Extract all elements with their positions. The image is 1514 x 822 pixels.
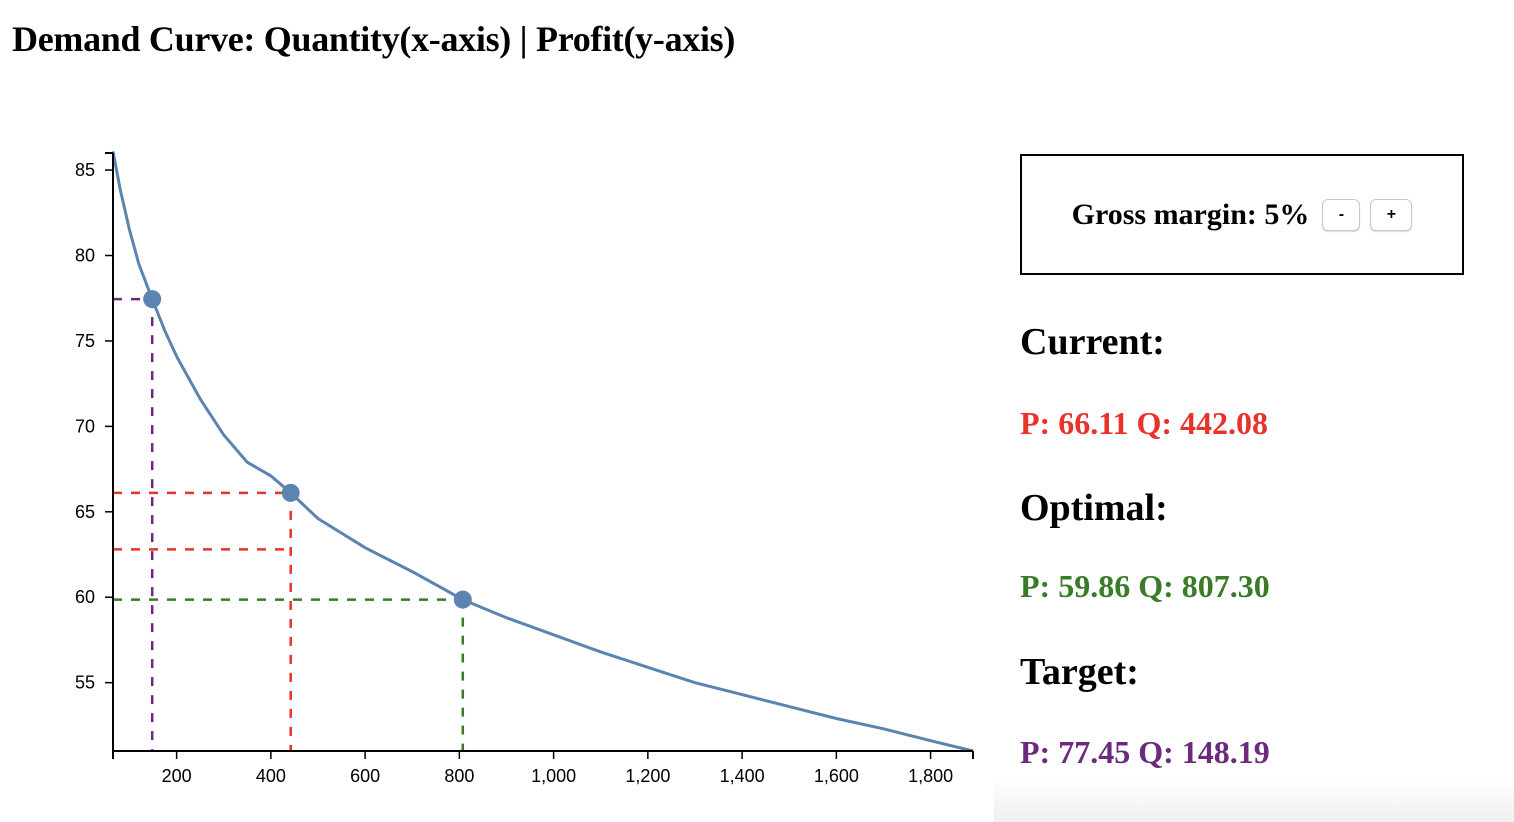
x-tick-label: 1,400 [720, 766, 765, 786]
x-tick-label: 800 [444, 766, 474, 786]
y-tick-label: 70 [75, 416, 95, 436]
x-tick-label: 600 [350, 766, 380, 786]
y-tick-label: 65 [75, 502, 95, 522]
side-panel: Gross margin: 5% - + Current: P: 66.11 Q… [1020, 154, 1464, 770]
current-heading: Current: [1020, 321, 1165, 363]
page-title: Demand Curve: Quantity(x-axis) | Profit(… [12, 19, 736, 59]
x-tick-label: 1,000 [531, 766, 576, 786]
decrease-margin-button[interactable]: - [1322, 198, 1361, 231]
target-value: P: 77.45 Q: 148.19 [1020, 734, 1270, 770]
x-tick-label: 1,200 [625, 766, 670, 786]
demand-curve-line [111, 151, 974, 753]
increase-margin-button[interactable]: + [1370, 198, 1413, 231]
y-tick-label: 85 [75, 160, 95, 180]
y-tick-label: 80 [75, 246, 95, 266]
current-marker [281, 483, 300, 502]
current-value: P: 66.11 Q: 442.08 [1020, 405, 1268, 441]
y-tick-label: 75 [75, 331, 95, 351]
optimal-value: P: 59.86 Q: 807.30 [1020, 568, 1270, 604]
y-tick-label: 60 [75, 587, 95, 607]
gross-margin-box: Gross margin: 5% - + [1020, 154, 1464, 275]
reference-lines [113, 297, 465, 751]
target-marker [143, 290, 162, 309]
target-heading: Target: [1020, 651, 1139, 693]
x-tick-label: 1,800 [908, 766, 953, 786]
bottom-shade [994, 778, 1514, 822]
x-tick-label: 1,600 [814, 766, 859, 786]
x-tick-label: 200 [162, 766, 192, 786]
x-tick-label: 400 [256, 766, 286, 786]
x-axis: 200 400 600 800 1,000 1,200 1,400 1,600 1,800 [112, 750, 974, 786]
demand-curve-chart: 200 400 600 800 1,000 1,200 1,400 1,600 1,800 55… [75, 151, 974, 786]
marker-points [143, 290, 472, 609]
optimal-marker [453, 590, 472, 609]
optimal-heading: Optimal: [1020, 487, 1168, 529]
gross-margin-label: Gross margin: 5% [1071, 197, 1310, 231]
y-axis: 55 60 65 70 75 80 85 [75, 152, 114, 751]
y-tick-label: 55 [75, 673, 95, 693]
